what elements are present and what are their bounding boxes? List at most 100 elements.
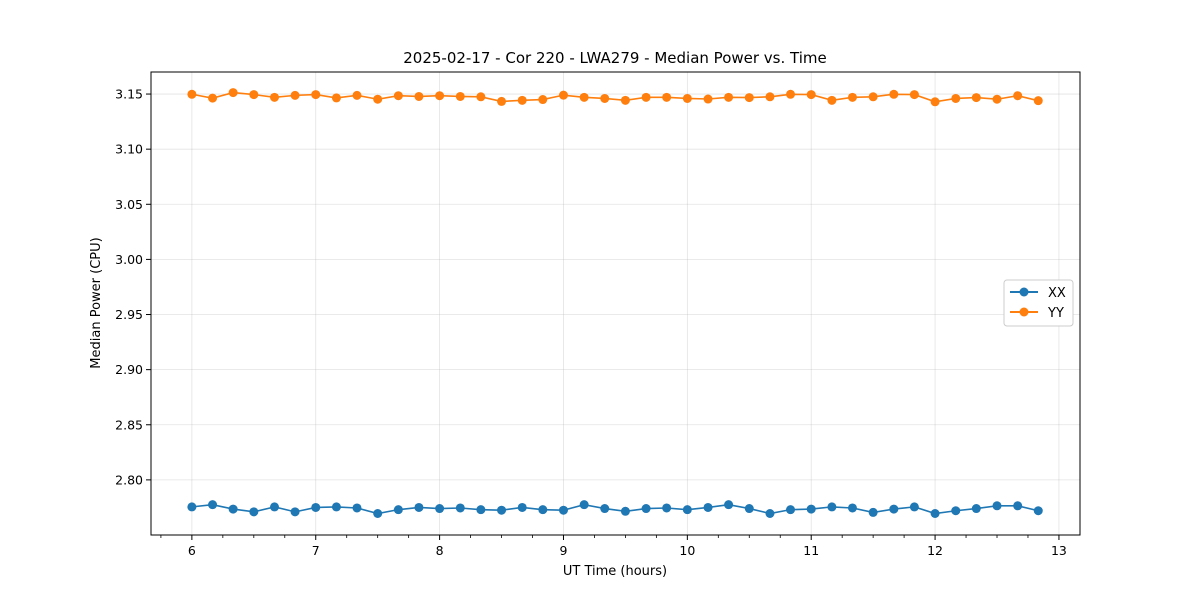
data-point-yy: [971, 93, 981, 103]
x-axis-title: UT Time (hours): [563, 564, 667, 579]
data-point-yy: [1033, 96, 1043, 106]
data-point-xx: [187, 502, 197, 512]
data-point-yy: [290, 90, 300, 100]
data-point-yy: [208, 93, 218, 103]
data-point-yy: [393, 91, 403, 101]
data-point-xx: [703, 502, 713, 512]
data-point-yy: [249, 90, 259, 100]
x-tick-label: 13: [1051, 543, 1067, 558]
plot-frame: [150, 71, 1081, 536]
data-point-yy: [992, 94, 1002, 104]
x-tick-label: 11: [803, 543, 819, 558]
data-point-xx: [620, 506, 630, 516]
data-point-yy: [187, 89, 197, 99]
data-point-yy: [228, 88, 238, 98]
y-tick-label: 3.10: [115, 142, 143, 157]
data-point-yy: [724, 92, 734, 102]
data-point-xx: [744, 504, 754, 514]
data-point-yy: [558, 90, 568, 100]
axis-ticks: 6 7 8 9 10 11 12 13 2.80 2.85 2.90 2.95 3.00 3.05 3.10…: [115, 87, 1067, 558]
data-point-xx: [414, 502, 424, 512]
data-point-xx: [435, 504, 445, 514]
data-point-yy: [620, 95, 630, 105]
data-point-yy: [414, 91, 424, 101]
legend: XX YY: [1003, 279, 1074, 327]
data-point-yy: [373, 94, 383, 104]
data-point-xx: [497, 505, 507, 515]
y-tick-label: 3.00: [115, 252, 143, 267]
data-point-xx: [847, 503, 857, 513]
y-tick-label: 2.80: [115, 472, 143, 487]
data-point-xx: [476, 505, 486, 515]
data-point-yy: [786, 89, 796, 99]
data-point-yy: [517, 95, 527, 105]
data-point-yy: [311, 90, 321, 100]
data-point-yy: [951, 93, 961, 103]
data-point-yy: [909, 90, 919, 100]
data-point-yy: [868, 92, 878, 102]
data-point-yy: [352, 90, 362, 100]
data-point-xx: [868, 507, 878, 517]
data-point-yy: [744, 93, 754, 103]
y-axis-title: Median Power (CPU): [89, 237, 104, 368]
data-point-yy: [497, 96, 507, 106]
data-point-yy: [331, 93, 341, 103]
data-point-yy: [435, 91, 445, 101]
data-point-xx: [455, 503, 465, 513]
data-point-yy: [703, 94, 713, 104]
data-point-xx: [806, 504, 816, 514]
data-point-xx: [208, 500, 218, 510]
x-tick-label: 10: [679, 543, 695, 558]
x-tick-label: 6: [188, 543, 196, 558]
data-point-yy: [827, 95, 837, 105]
data-point-yy: [1013, 91, 1023, 101]
data-point-xx: [889, 504, 899, 514]
data-point-xx: [558, 505, 568, 515]
legend-label-xx: XX: [1048, 286, 1066, 301]
data-point-xx: [517, 502, 527, 512]
data-point-xx: [662, 503, 672, 513]
data-point-xx: [352, 503, 362, 513]
data-point-xx: [827, 502, 837, 512]
data-point-xx: [579, 500, 589, 510]
data-point-yy: [765, 92, 775, 102]
legend-marker-yy: [1019, 307, 1029, 317]
y-tick-label: 2.95: [115, 307, 143, 322]
series-layer: [187, 88, 1043, 519]
data-point-xx: [1033, 506, 1043, 516]
grid: [151, 72, 1080, 535]
legend-label-yy: YY: [1047, 306, 1064, 321]
y-tick-label: 3.15: [115, 87, 143, 102]
data-point-yy: [806, 90, 816, 100]
data-point-yy: [662, 92, 672, 102]
data-point-yy: [889, 89, 899, 99]
data-point-yy: [455, 91, 465, 101]
data-point-yy: [579, 92, 589, 102]
data-point-yy: [641, 92, 651, 102]
y-tick-label: 3.05: [115, 197, 143, 212]
data-point-yy: [600, 93, 610, 103]
data-point-xx: [724, 500, 734, 510]
data-point-xx: [765, 509, 775, 519]
x-tick-label: 8: [436, 543, 444, 558]
data-point-xx: [909, 502, 919, 512]
x-tick-label: 9: [559, 543, 567, 558]
data-point-xx: [228, 504, 238, 514]
data-point-xx: [641, 504, 651, 514]
data-point-xx: [992, 501, 1002, 511]
data-point-yy: [682, 93, 692, 103]
data-point-xx: [682, 505, 692, 515]
data-point-xx: [393, 505, 403, 515]
legend-marker-xx: [1019, 287, 1029, 297]
data-point-yy: [538, 95, 548, 105]
data-point-xx: [373, 509, 383, 519]
data-point-xx: [269, 502, 279, 512]
y-tick-label: 2.90: [115, 362, 143, 377]
data-point-xx: [331, 502, 341, 512]
data-point-xx: [290, 507, 300, 517]
data-point-xx: [951, 506, 961, 516]
data-point-yy: [847, 92, 857, 102]
data-point-xx: [930, 509, 940, 519]
data-point-yy: [476, 92, 486, 102]
